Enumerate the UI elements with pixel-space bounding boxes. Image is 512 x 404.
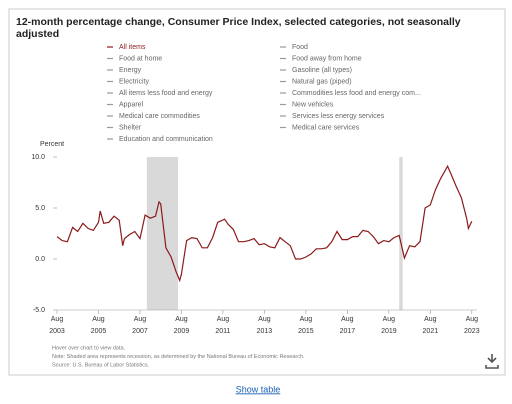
note: Source: U.S. Bureau of Labor Statistics.: [52, 362, 150, 368]
legend-label: Gasoline (all types): [292, 67, 352, 74]
legend-label: Medical care services: [292, 124, 360, 131]
x-tick-label: Aug 2013: [257, 316, 273, 335]
x-tick-label: Aug 2003: [49, 316, 65, 335]
recession-band: [146, 157, 178, 310]
recession-band: [399, 157, 403, 310]
legend-label: All items: [119, 44, 146, 51]
download-icon[interactable]: [485, 354, 499, 369]
legend-label: Commodities less food and energy com...: [292, 90, 421, 97]
show-table-link[interactable]: Show table: [236, 384, 281, 394]
legend-label: Food: [292, 44, 308, 51]
x-tick-label: Aug 2021: [423, 316, 439, 335]
legend-label: Food at home: [119, 55, 162, 62]
legend-label: Apparel: [119, 101, 144, 108]
x-tick-label: Aug 2009: [174, 316, 190, 335]
series-line: [56, 164, 473, 283]
y-axis-label: Percent: [40, 141, 64, 148]
legend-label: Natural gas (piped): [292, 78, 352, 85]
chart-title: 12-month percentage change, Consumer Pri…: [16, 16, 461, 40]
x-tick-label: Aug 2019: [381, 316, 397, 335]
note: Hover over chart to view data.: [52, 345, 126, 351]
legend-label: New vehicles: [292, 101, 334, 108]
legend-label: Energy: [119, 67, 142, 74]
x-tick-label: Aug 2017: [340, 316, 356, 335]
legend-label: Medical care commodities: [119, 113, 200, 120]
y-tick-label: 10.0: [31, 154, 45, 161]
note: Note: Shaded area represents recession, …: [52, 354, 305, 360]
frame: [8, 8, 506, 376]
x-tick-label: Aug 2015: [298, 316, 314, 335]
x-tick-label: Aug 2011: [215, 316, 230, 335]
y-tick-label: -5.0: [33, 307, 45, 314]
legend-label: Shelter: [119, 124, 142, 131]
x-tick-label: Aug 2007: [132, 316, 148, 335]
x-tick-label: Aug 2023: [464, 316, 480, 335]
legend-label: Electricity: [119, 78, 149, 85]
legend-label: Education and communication: [119, 136, 213, 143]
y-tick-label: 5.0: [35, 205, 45, 212]
y-tick-label: 0.0: [35, 256, 45, 263]
legend-label: All items less food and energy: [119, 90, 213, 97]
x-tick-label: Aug 2005: [91, 316, 107, 335]
legend-label: Services less energy services: [292, 113, 385, 120]
legend-label: Food away from home: [292, 55, 362, 62]
